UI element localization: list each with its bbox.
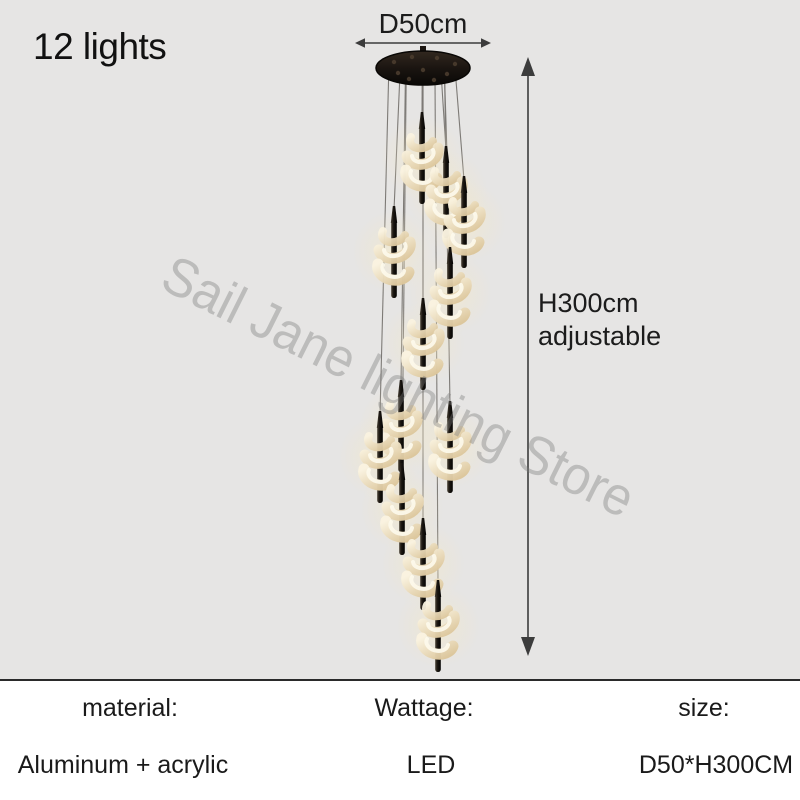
shade-highlight — [366, 468, 392, 484]
shade-curl — [359, 441, 402, 469]
shade-curl — [372, 258, 415, 286]
shade-highlight — [368, 447, 394, 464]
shade-curl — [443, 206, 486, 234]
shade-highlight — [426, 616, 452, 633]
canopy-screw — [406, 76, 412, 82]
canopy-screw — [431, 77, 437, 83]
shade-highlight — [408, 169, 434, 185]
shade-curl — [386, 484, 417, 504]
shade-highlight — [390, 499, 416, 516]
section-divider — [0, 679, 800, 681]
shade-highlight — [382, 242, 408, 259]
shade-curl — [407, 539, 438, 559]
shade-highlight — [438, 283, 464, 300]
canopy-screw — [420, 67, 426, 73]
shade-highlight — [411, 334, 437, 351]
pendant-cone — [446, 401, 454, 418]
canopy-screw — [409, 54, 415, 60]
shade-highlight — [388, 520, 414, 536]
shade-curl — [434, 268, 465, 288]
pendant-cone — [390, 206, 398, 223]
canopy-screw — [391, 59, 397, 65]
shade-curl — [380, 410, 423, 438]
shade-highlight — [409, 355, 435, 371]
shade-curl — [401, 142, 444, 170]
shade-curl — [422, 601, 453, 621]
shade-curl — [407, 319, 438, 339]
shade-curl — [430, 167, 461, 187]
spec-header-size: size: — [678, 694, 730, 722]
shade-highlight — [436, 304, 462, 320]
canopy-screw — [444, 71, 450, 77]
canopy-screw — [395, 70, 401, 76]
shade-highlight — [410, 148, 436, 165]
spec-header-wattage: Wattage: — [374, 694, 474, 722]
shade-highlight — [389, 416, 415, 433]
shade-curl — [402, 548, 445, 576]
shade-highlight — [411, 554, 437, 571]
shade-curl — [385, 401, 416, 421]
height-arrow — [521, 57, 535, 656]
spec-value-size: D50*H300CM — [638, 751, 794, 779]
shade-curl — [442, 228, 485, 256]
shade-curl — [402, 328, 445, 356]
shade-highlight — [436, 458, 462, 474]
shade-curl — [364, 432, 395, 452]
shade-curl — [406, 133, 437, 153]
pendant-cone — [397, 380, 405, 397]
shade-curl — [429, 431, 472, 459]
shade-curl — [401, 570, 444, 598]
dimension-arrows — [355, 38, 535, 656]
pendant-cone — [418, 112, 426, 129]
diameter-dimension-label: D50cm — [378, 8, 468, 39]
shade-curl — [358, 463, 401, 491]
diameter-arrow — [355, 38, 491, 48]
chandelier-figure — [338, 38, 535, 672]
height-adjustable-note: adjustable — [538, 321, 662, 351]
pendant-cone — [446, 247, 454, 264]
pendant-cone — [442, 146, 450, 163]
shade-highlight — [380, 263, 406, 279]
spec-header-material: material: — [82, 694, 178, 722]
spec-value-wattage: LED — [406, 751, 456, 779]
shade-highlight — [409, 575, 435, 591]
pendant-cone — [460, 176, 468, 193]
pendant-cone — [419, 298, 427, 315]
shade-highlight — [438, 437, 464, 454]
shade-curl — [378, 227, 409, 247]
shade-highlight — [434, 182, 460, 199]
shade-curl — [373, 236, 416, 264]
height-dimension-label: H300cm adjustable — [538, 287, 661, 353]
pendant-cone — [398, 463, 406, 480]
pendant-cone — [434, 580, 442, 597]
shade-curl — [416, 632, 459, 660]
shade-highlight — [450, 233, 476, 249]
shade-curl — [448, 197, 479, 217]
canopy-screw — [434, 55, 440, 61]
pendant-cone — [376, 411, 384, 428]
shade-curl — [429, 277, 472, 305]
shade-curl — [417, 610, 460, 638]
spec-value-material: Aluminum + acrylic — [17, 751, 229, 779]
shade-highlight — [424, 637, 450, 653]
shade-curl — [428, 299, 471, 327]
shade-curl — [428, 453, 471, 481]
product-photo: 12 lights D50cm H300cm adjustable Sail J… — [0, 0, 800, 679]
shade-curl — [401, 350, 444, 378]
spec-table: material: Wattage: size: Aluminum + acry… — [0, 681, 800, 800]
shade-curl — [381, 493, 424, 521]
lights-count-label: 12 lights — [33, 26, 167, 67]
canopy-screw — [452, 61, 458, 67]
shade-curl — [380, 515, 423, 543]
pendant-cone — [419, 518, 427, 535]
shade-curl — [434, 422, 465, 442]
shade-highlight — [452, 212, 478, 229]
height-value: H300cm — [538, 288, 639, 318]
shade-curl — [424, 198, 467, 226]
